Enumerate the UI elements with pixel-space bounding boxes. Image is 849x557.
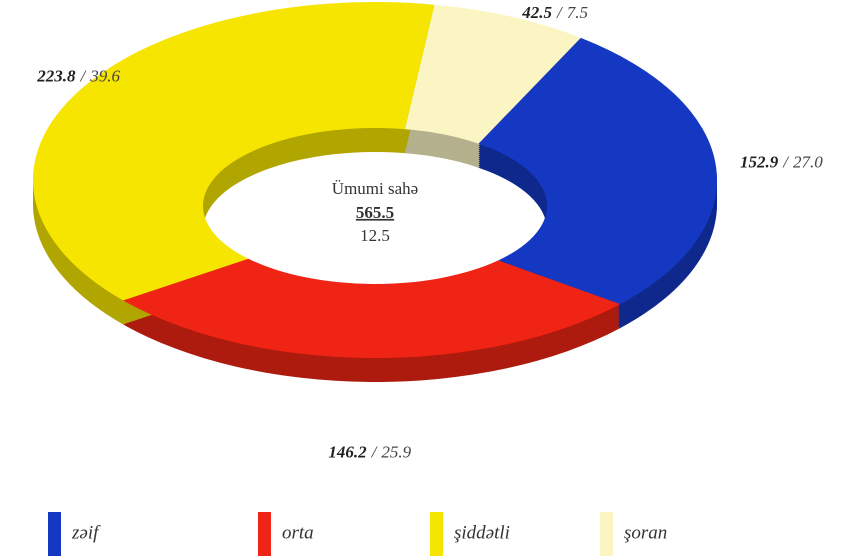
data-percentage: 27.0 (793, 153, 823, 172)
data-label: 146.2/25.9 (328, 442, 411, 461)
data-label: 223.8/39.6 (36, 66, 120, 85)
data-label: 42.5/7.5 (521, 3, 588, 22)
donut (33, 2, 717, 359)
data-label: 152.9/27.0 (740, 153, 823, 172)
center-share: 12.5 (360, 226, 390, 245)
legend: zəif orta şiddətli şoran (48, 512, 667, 556)
data-value: 152.9 (740, 153, 779, 172)
slice (478, 37, 717, 305)
data-separator: / (80, 66, 88, 85)
data-separator: / (782, 153, 790, 172)
data-percentage: 7.5 (567, 3, 588, 22)
legend-label: şoran (624, 522, 667, 543)
slice (123, 258, 621, 359)
data-separator: / (556, 3, 564, 22)
legend-swatch (258, 512, 271, 556)
slice (33, 2, 435, 301)
data-value: 146.2 (328, 442, 367, 461)
center-label: Ümumi sahə (332, 179, 418, 198)
center-total: 565.5 (356, 203, 394, 222)
legend-label: zəif (71, 522, 101, 543)
data-value: 223.8 (36, 66, 76, 85)
slice (404, 4, 581, 144)
legend-swatch (48, 512, 61, 556)
legend-label: şiddətli (454, 522, 510, 543)
data-percentage: 25.9 (381, 442, 411, 461)
legend-label: orta (282, 522, 314, 543)
data-percentage: 39.6 (89, 66, 120, 85)
data-separator: / (371, 442, 379, 461)
legend-swatch (600, 512, 613, 556)
data-value: 42.5 (521, 3, 552, 22)
legend-swatch (430, 512, 443, 556)
